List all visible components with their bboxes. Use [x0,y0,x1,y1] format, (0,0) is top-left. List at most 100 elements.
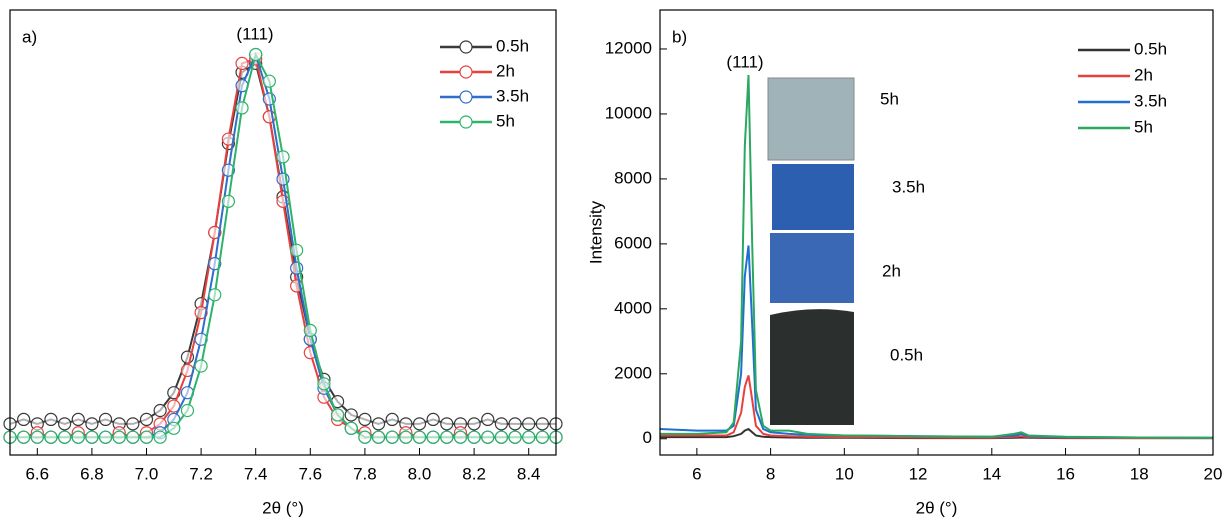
annotation: (111) [726,52,763,71]
marker [194,306,208,320]
y-tick-label: 6000 [614,233,652,252]
marker [126,430,140,444]
marker [208,288,222,302]
marker [344,408,358,422]
annotation: 3.5h [892,177,925,196]
y-tick-label: 4000 [614,298,652,317]
marker [208,225,222,240]
legend-marker [459,65,473,79]
marker [358,430,372,444]
marker [535,430,549,444]
legend-label: 3.5h [496,86,529,105]
legend-label: 0.5h [496,36,529,55]
series-line [659,245,1214,439]
series-line [10,51,556,439]
annotation: 0.5h [890,345,923,364]
x-tick-label: 7.0 [135,464,159,483]
legend-marker [459,40,473,54]
x-tick-label: 14 [982,464,1001,483]
x-tick-label: 6.6 [25,464,49,483]
marker [249,47,263,62]
series-line [660,375,1213,440]
marker [508,430,522,444]
marker [467,430,481,444]
plot-frame [9,9,557,456]
legend-label: 2h [496,61,515,80]
marker [17,430,31,444]
marker [385,430,399,444]
marker [412,417,427,431]
marker [481,430,495,444]
x-tick-label: 16 [1056,464,1075,483]
marker [153,403,167,418]
series-line [10,51,556,439]
marker [481,412,495,426]
panel-label: a) [22,27,37,46]
x-tick-label: 18 [1130,464,1149,483]
marker [399,430,413,444]
y-tick-label: 12000 [605,38,652,57]
marker [221,194,235,208]
marker [98,412,113,426]
marker [235,101,249,115]
legend-label: 3.5h [1134,91,1167,110]
marker [385,412,399,426]
marker [85,417,99,431]
x-tick-label: 7.4 [244,464,268,483]
marker [57,417,72,431]
marker [221,163,235,177]
series-line [10,57,556,439]
marker [44,412,58,426]
marker [344,421,358,435]
marker [371,430,386,444]
x-tick-label: 12 [909,464,928,483]
panel-label: b) [672,27,687,46]
x-tick-label: 8.0 [408,464,432,483]
x-tick-label: 20 [1204,464,1223,483]
inset-photo [767,77,855,425]
y-tick-label: 8000 [614,168,652,187]
legend-label: 2h [1134,65,1153,84]
x-tick-label: 8 [766,464,775,483]
marker [522,430,536,444]
marker [358,412,372,426]
legend-marker [459,115,473,129]
marker [44,430,58,444]
marker [153,430,167,444]
marker [208,257,222,271]
legend-label: 5h [496,111,515,130]
marker [194,359,208,373]
marker [440,430,454,444]
y-tick-label: 2000 [614,363,652,382]
marker [71,430,85,444]
marker [262,74,276,88]
marker [494,417,508,431]
marker [440,417,454,431]
marker [98,430,113,444]
x-tick-label: 10 [835,464,854,483]
marker [303,323,317,337]
marker [317,377,331,391]
marker [139,430,154,444]
marker [71,412,85,426]
series-line [660,74,1214,439]
marker [426,430,440,444]
marker [535,417,549,431]
marker [30,430,44,444]
series-line [9,61,556,425]
marker [508,417,522,431]
marker [371,417,386,431]
marker [85,430,99,444]
marker [167,421,181,435]
y-tick-label: 10000 [605,103,652,122]
marker [290,243,304,257]
marker [112,430,126,444]
marker [522,417,536,431]
marker [494,430,508,444]
marker [331,408,345,422]
x-tick-label: 7.8 [353,464,377,483]
x-tick-label: 8.4 [517,464,541,483]
legend-marker [459,90,473,104]
legend-label: 5h [1134,117,1153,136]
annotation: (111) [236,24,273,43]
